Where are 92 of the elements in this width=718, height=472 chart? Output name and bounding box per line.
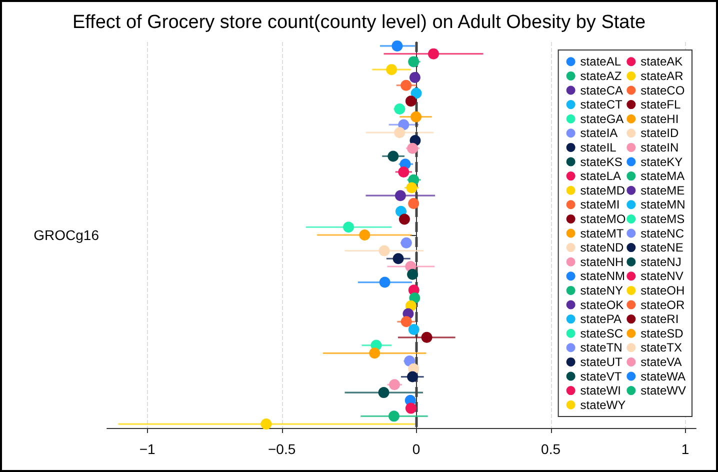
legend-label: stateMS (640, 212, 685, 226)
legend-label: stateCT (580, 98, 623, 112)
point (408, 56, 420, 68)
legend-label: stateFL (640, 98, 681, 112)
legend-label: stateME (640, 183, 685, 198)
legend-label: stateNV (640, 269, 684, 284)
point (400, 80, 412, 91)
point (392, 40, 403, 52)
legend-label: stateAK (640, 54, 683, 69)
legend-label: stateAZ (580, 68, 622, 83)
point (410, 111, 422, 122)
point (400, 237, 412, 248)
legend-label: stateMD (580, 183, 626, 198)
legend-label: stateTX (640, 340, 682, 355)
point (378, 387, 390, 398)
legend-label: stateOK (580, 298, 624, 312)
point (398, 166, 410, 178)
point (407, 142, 418, 154)
legend-label: stateNJ (640, 254, 682, 269)
point (392, 253, 404, 264)
point (404, 356, 416, 367)
legend-label: stateID (640, 126, 680, 140)
legend-label: stateNH (580, 254, 624, 269)
y-tick-label: GROCg16 (34, 227, 100, 243)
legend-label: stateWA (640, 369, 686, 384)
legend-label: stateWY (580, 398, 626, 412)
point (386, 64, 398, 76)
point (343, 222, 354, 233)
point (405, 402, 416, 414)
legend-label: stateNY (580, 283, 623, 298)
x-tick-label: −0.5 (268, 441, 296, 457)
point (260, 418, 272, 430)
legend-label: stateAL (580, 54, 622, 69)
legend-label: stateIA (580, 126, 618, 140)
point (408, 324, 420, 336)
legend-label: stateVT (580, 369, 622, 384)
point (428, 48, 440, 60)
legend-label: stateNM (580, 269, 625, 284)
point (409, 72, 420, 83)
legend-label: stateHI (640, 112, 679, 126)
legend-label: stateAR (640, 68, 684, 83)
legend-label: stateGA (580, 112, 624, 126)
x-tick-label: 0 (412, 441, 420, 457)
point (410, 88, 422, 99)
legend-label: stateOR (640, 298, 686, 312)
legend-label: stateUT (580, 354, 623, 369)
x-tick-label: 1 (681, 441, 690, 457)
legend-label: stateMN (640, 198, 686, 212)
point (400, 316, 412, 328)
legend-label: stateOH (640, 283, 685, 298)
point (388, 410, 400, 422)
legend-label: stateCA (580, 83, 623, 98)
legend-label: stateNE (640, 240, 684, 255)
legend-label: stateKS (580, 154, 622, 169)
legend-label: stateWI (580, 384, 621, 398)
legend-label: stateTN (580, 340, 622, 355)
point (421, 332, 432, 343)
point (369, 348, 380, 359)
point (388, 150, 399, 162)
point (407, 268, 418, 280)
legend-label: statePA (580, 312, 622, 326)
point (394, 103, 406, 114)
chart-title: Effect of Grocery store count(county level) on Adult Obesity by State (72, 12, 646, 33)
point (378, 245, 390, 256)
point (389, 379, 400, 390)
legend-label: stateMO (580, 212, 626, 226)
legend-label: stateMI (580, 198, 620, 212)
legend-label: stateNC (640, 226, 684, 240)
point (407, 371, 418, 382)
point (408, 198, 420, 209)
legend-label: stateMT (580, 226, 624, 240)
legend-label: stateWV (640, 384, 686, 398)
x-tick-label: −1 (139, 441, 156, 457)
point (359, 230, 370, 240)
legend-label: stateVA (640, 354, 682, 369)
legend-label: stateCO (640, 83, 685, 98)
point (379, 276, 390, 288)
point (394, 127, 406, 138)
legend-label: stateKY (640, 154, 683, 169)
legend-label: stateSD (640, 326, 684, 340)
point (394, 190, 406, 202)
legend-label: stateSC (580, 326, 624, 340)
point (398, 214, 410, 225)
legend-label: stateIL (580, 140, 617, 154)
legend-label: stateIN (640, 140, 679, 154)
legend-label: stateLA (580, 169, 622, 184)
legend-label: stateRI (640, 312, 679, 326)
legend-label: stateMA (640, 169, 685, 184)
legend-label: stateND (580, 240, 624, 255)
point (406, 182, 418, 194)
x-tick-label: 0.5 (541, 441, 561, 457)
point (405, 96, 416, 107)
